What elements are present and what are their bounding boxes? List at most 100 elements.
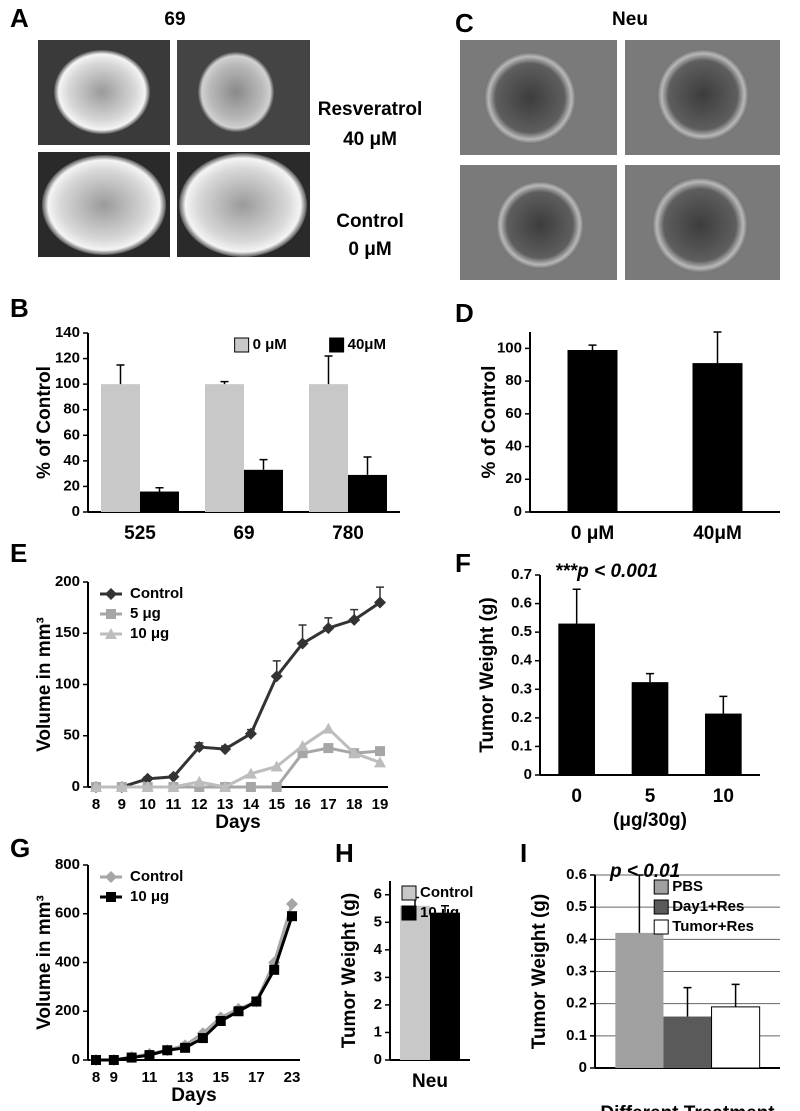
legend-swatch xyxy=(653,879,669,895)
y-tick-label: 60 xyxy=(505,405,522,422)
marker xyxy=(193,775,206,787)
x-axis-label: Days xyxy=(171,1085,216,1106)
legend-marker xyxy=(105,871,117,883)
marker xyxy=(323,743,334,754)
x-tick-label: Neu xyxy=(412,1071,448,1092)
x-tick-label: 14 xyxy=(243,796,260,813)
y-tick-label: 0 xyxy=(72,1051,80,1068)
error-bar xyxy=(713,331,722,364)
panel-title: 69 xyxy=(164,9,185,30)
y-tick-label: 200 xyxy=(55,1002,80,1019)
marker xyxy=(90,781,102,792)
marker xyxy=(193,741,206,754)
marker xyxy=(271,782,282,792)
marker xyxy=(197,1033,208,1044)
marker xyxy=(348,613,361,626)
y-tick-label: 80 xyxy=(505,372,522,389)
y-tick-label: 0.1 xyxy=(511,737,532,754)
panel-letter: B xyxy=(10,293,29,323)
panel-letter: D xyxy=(455,298,474,328)
y-axis-label: % of Control xyxy=(479,366,500,479)
y-tick-label: 150 xyxy=(55,624,80,641)
row-label: Control xyxy=(336,211,404,232)
marker xyxy=(167,770,180,783)
bar xyxy=(705,713,742,775)
x-tick-label: 17 xyxy=(248,1069,265,1086)
marker xyxy=(322,722,335,734)
legend-swatch xyxy=(329,337,345,353)
x-tick-label: 13 xyxy=(177,1069,194,1086)
y-tick-label: 140 xyxy=(55,324,80,341)
y-tick-label: 0 xyxy=(72,778,80,795)
legend-marker xyxy=(106,609,116,619)
x-axis-label: Days xyxy=(215,812,260,833)
error-bar xyxy=(220,380,229,385)
y-tick-label: 0 xyxy=(72,503,80,520)
y-axis-label: Tumor Weight (g) xyxy=(339,893,360,1049)
y-axis-label: Tumor Weight (g) xyxy=(477,597,498,753)
bar xyxy=(711,1006,761,1069)
marker xyxy=(322,622,335,635)
legend-label: Tumor+Res xyxy=(672,918,754,935)
x-tick-label: 17 xyxy=(320,796,337,813)
x-tick-label: 13 xyxy=(217,796,234,813)
y-tick-label: 0.6 xyxy=(511,595,532,612)
y-tick-label: 20 xyxy=(63,477,80,494)
marker xyxy=(115,781,128,792)
legend-swatch xyxy=(653,919,669,935)
x-tick-label: 18 xyxy=(346,796,363,813)
x-tick-label: 9 xyxy=(110,1069,118,1086)
bar xyxy=(101,384,140,512)
legend-swatch xyxy=(653,899,669,915)
annotation: p < 0.01 xyxy=(609,861,680,882)
micrographs-a xyxy=(38,40,310,257)
error-bar xyxy=(731,983,740,1007)
y-tick-label: 80 xyxy=(63,401,80,418)
error-bar xyxy=(363,456,372,475)
y-tick-label: 0 xyxy=(374,1051,382,1068)
marker xyxy=(269,964,280,975)
x-tick-label: 69 xyxy=(233,523,254,544)
x-tick-label: 15 xyxy=(212,1069,229,1086)
legend-label: 0 μM xyxy=(253,336,287,353)
marker xyxy=(215,1016,226,1026)
marker xyxy=(194,782,205,792)
x-tick-label: 0 xyxy=(571,786,582,807)
annotation: ***p < 0.001 xyxy=(555,561,658,582)
y-tick-label: 3 xyxy=(374,968,382,985)
y-tick-label: 20 xyxy=(505,470,522,487)
x-tick-label: 16 xyxy=(294,796,311,813)
y-axis-label: % of Control xyxy=(34,366,55,479)
y-tick-label: 0.2 xyxy=(566,995,587,1012)
panel-letter: A xyxy=(10,3,29,33)
y-tick-label: 50 xyxy=(63,727,80,744)
y-tick-label: 40 xyxy=(505,438,522,455)
panel-letter: I xyxy=(520,838,527,868)
y-tick-label: 0.3 xyxy=(566,962,587,979)
y-tick-label: 40 xyxy=(63,452,80,469)
error-bar xyxy=(155,486,164,492)
y-tick-label: 4 xyxy=(374,941,383,958)
y-tick-label: 60 xyxy=(63,426,80,443)
panel-letter: G xyxy=(10,833,30,863)
marker xyxy=(286,898,298,910)
x-tick-label: 8 xyxy=(92,796,100,813)
marker xyxy=(297,748,308,759)
marker xyxy=(374,596,386,609)
legend-label: Control xyxy=(420,884,473,901)
x-tick-label: 40μM xyxy=(693,523,742,544)
y-axis-label: Volume in mm³ xyxy=(34,617,55,752)
marker xyxy=(374,756,386,768)
marker xyxy=(233,1006,244,1017)
y-tick-label: 0.7 xyxy=(511,566,532,583)
marker xyxy=(296,740,309,751)
y-tick-label: 600 xyxy=(55,905,80,922)
panel-letter: H xyxy=(335,838,354,868)
marker xyxy=(245,782,256,792)
legend-label: Control xyxy=(130,585,183,602)
panel-letter: C xyxy=(455,8,474,38)
legend-marker xyxy=(105,628,117,639)
x-tick-label: 11 xyxy=(142,1069,158,1086)
x-tick-label: 10 xyxy=(139,796,156,813)
marker xyxy=(270,670,283,683)
